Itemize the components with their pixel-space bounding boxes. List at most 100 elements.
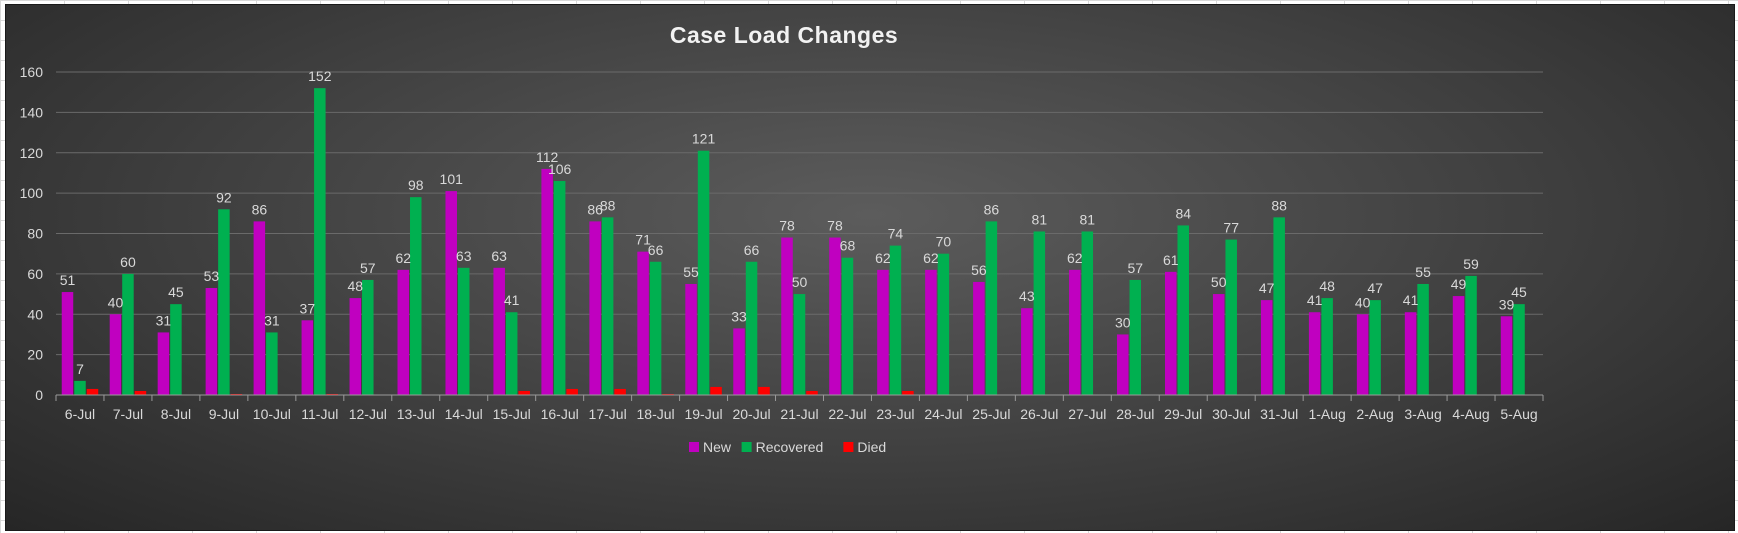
x-tick-label: 26-Jul	[1020, 406, 1058, 422]
bar-recovered	[74, 380, 86, 395]
bar-recovered	[266, 332, 278, 395]
data-label-new: 40	[1355, 294, 1371, 310]
data-label-new: 56	[971, 262, 987, 278]
bar-recovered	[1177, 225, 1189, 395]
bar-recovered	[889, 245, 902, 395]
x-tick-label: 28-Jul	[1116, 406, 1154, 422]
bar-died	[326, 393, 339, 395]
data-label-recovered: 77	[1223, 220, 1239, 236]
data-label-new: 71	[635, 232, 651, 248]
x-tick-label: 9-Jul	[209, 406, 239, 422]
legend[interactable]: New Recovered Died	[689, 439, 886, 455]
x-tick-label: 10-Jul	[253, 406, 291, 422]
data-label-new: 62	[395, 250, 411, 266]
y-tick-label: 100	[20, 185, 44, 201]
bar-recovered	[985, 221, 998, 395]
bar-died	[902, 390, 914, 395]
legend-swatch-new	[689, 442, 699, 452]
x-tick-label: 2-Aug	[1356, 406, 1393, 422]
data-label-new: 49	[1451, 276, 1467, 292]
data-label-new: 63	[491, 248, 507, 264]
bar-new	[1069, 269, 1081, 395]
data-label-recovered: 88	[600, 197, 616, 213]
data-label-new: 61	[1163, 252, 1179, 268]
data-label-new: 47	[1259, 280, 1275, 296]
bar-new	[445, 191, 457, 395]
data-label-new: 50	[1211, 274, 1227, 290]
bar-died	[86, 388, 99, 395]
bar-new	[781, 237, 793, 395]
data-label-new: 62	[923, 250, 939, 266]
x-tick-label: 23-Jul	[876, 406, 914, 422]
bar-new	[541, 168, 553, 395]
bar-recovered	[697, 150, 710, 395]
bar-died	[806, 390, 818, 395]
bar-recovered	[457, 267, 470, 395]
x-tick-label: 19-Jul	[684, 406, 722, 422]
data-label-recovered: 60	[120, 254, 136, 270]
x-tick-label: 12-Jul	[349, 406, 387, 422]
bar-recovered	[1465, 275, 1477, 395]
y-tick-label: 40	[27, 306, 43, 322]
x-tick-label: 24-Jul	[924, 406, 962, 422]
legend-label-new: New	[703, 439, 732, 455]
bar-new	[733, 328, 745, 395]
bar-recovered	[218, 209, 230, 395]
bar-new	[973, 281, 985, 395]
bar-new	[1117, 334, 1129, 395]
x-tick-label: 29-Jul	[1164, 406, 1202, 422]
legend-swatch-recovered	[741, 442, 752, 452]
data-label-recovered: 152	[308, 68, 332, 84]
y-tick-label: 140	[20, 104, 44, 120]
bar-died	[662, 393, 674, 395]
y-tick-label: 60	[27, 266, 43, 282]
bar-recovered	[745, 261, 758, 395]
data-label-new: 51	[60, 272, 76, 288]
data-label-recovered: 47	[1367, 280, 1383, 296]
legend-label-recovered: Recovered	[756, 439, 824, 455]
bar-new	[253, 221, 266, 395]
bar-recovered	[553, 181, 566, 395]
data-label-recovered: 66	[648, 242, 664, 258]
bar-recovered	[601, 217, 614, 395]
bar-new	[109, 314, 122, 395]
y-tick-label: 20	[27, 347, 43, 363]
bar-recovered	[1129, 279, 1142, 395]
x-tick-label: 25-Jul	[972, 406, 1010, 422]
bar-new	[877, 269, 889, 395]
data-label-new: 43	[1019, 288, 1035, 304]
data-label-recovered: 45	[168, 284, 184, 300]
data-label-recovered: 59	[1463, 256, 1479, 272]
bar-new	[1356, 314, 1369, 395]
y-tick-label: 120	[20, 145, 44, 161]
data-label-new: 78	[779, 218, 795, 234]
data-label-recovered: 74	[888, 226, 904, 242]
data-label-recovered: 98	[408, 177, 424, 193]
x-tick-label: 20-Jul	[732, 406, 770, 422]
bar-recovered	[1225, 239, 1237, 395]
x-tick-label: 1-Aug	[1308, 406, 1345, 422]
data-label-recovered: 63	[456, 248, 472, 264]
chart-area[interactable]: Case Load Changes 51 40 31 53 86 37 48 62 101 63 1…	[5, 4, 1735, 531]
legend-label-died: Died	[857, 439, 886, 455]
data-label-new: 31	[156, 312, 172, 328]
data-label-recovered: 57	[1127, 260, 1143, 276]
bar-chart: Case Load Changes 51 40 31 53 86 37 48 62 101 63 1…	[20, 22, 1544, 455]
data-label-new: 33	[731, 308, 747, 324]
legend-swatch-died	[843, 442, 854, 452]
data-label-new: 62	[1067, 250, 1083, 266]
data-label-recovered: 50	[792, 274, 808, 290]
bar-recovered	[1321, 298, 1333, 395]
bar-recovered	[1417, 283, 1429, 395]
y-tick-label: 0	[35, 387, 43, 403]
bar-new	[589, 221, 601, 395]
data-label-new: 41	[1403, 292, 1419, 308]
bar-recovered	[649, 261, 662, 395]
data-label-recovered: 106	[548, 161, 572, 177]
data-label-recovered: 57	[360, 260, 376, 276]
bar-recovered	[122, 273, 134, 395]
data-label-recovered: 92	[216, 189, 232, 205]
bar-died	[518, 390, 530, 395]
x-tick-label: 31-Jul	[1260, 406, 1298, 422]
data-label-new: 86	[587, 201, 603, 217]
